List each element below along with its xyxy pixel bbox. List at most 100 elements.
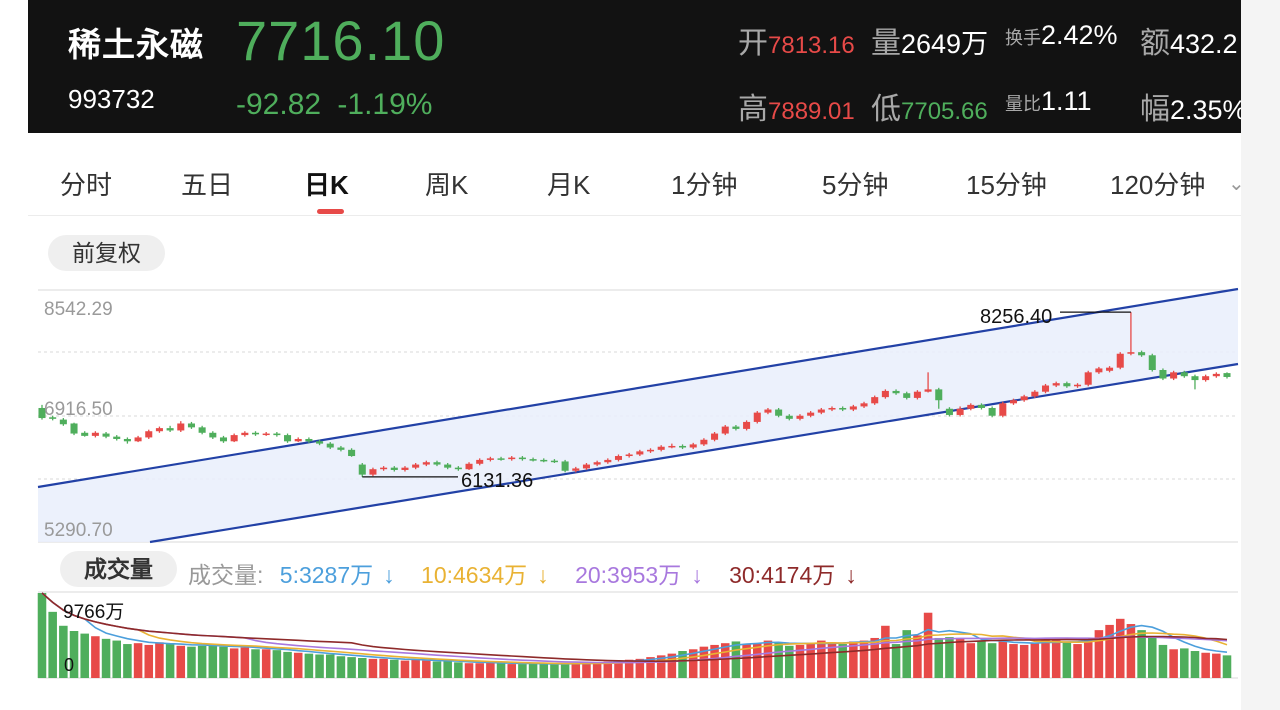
volume-ma-legend: 成交量: 5:3287万 ↓ 10:4634万 ↓ 20:3953万 ↓ 30:417…	[188, 556, 877, 590]
tab-five-day[interactable]: 五日	[181, 170, 234, 200]
volume-ma10-line	[41, 592, 1228, 665]
volume-bar	[293, 652, 303, 678]
volume-bar	[464, 663, 474, 678]
volume-bar	[635, 658, 645, 678]
candle-body	[924, 389, 932, 392]
vol-ratio-stat: 量比1.11	[1005, 84, 1092, 118]
candle-body	[1159, 370, 1167, 379]
volume-bar	[304, 653, 314, 678]
trend-channel-upper-line	[37, 287, 1239, 489]
candle-body	[70, 423, 78, 434]
volume-bar	[870, 637, 879, 678]
tab-15min[interactable]: 15分钟	[966, 170, 1047, 200]
last-price: 7716.10	[236, 9, 446, 72]
tab-monthly-k[interactable]: 月K	[547, 170, 591, 200]
candle-body	[689, 444, 697, 448]
volume-bar	[59, 625, 68, 678]
candle-body	[1138, 352, 1146, 356]
volume-indicator-button[interactable]: 成交量	[60, 551, 177, 587]
volume-value: 2649万	[901, 29, 989, 59]
volume-bar	[753, 643, 762, 678]
volume-bar	[315, 654, 324, 678]
arrow-down-icon: ↓	[383, 562, 395, 588]
adjust-mode-button[interactable]: 前复权	[48, 235, 165, 271]
candle-body	[1052, 383, 1060, 386]
tab-daily-k[interactable]: 日K	[304, 170, 349, 200]
volume-bar	[37, 593, 47, 678]
volume-bar	[1105, 624, 1114, 678]
candle-body	[753, 412, 761, 422]
tab-5min[interactable]: 5分钟	[822, 170, 889, 200]
candle-body	[828, 407, 836, 410]
volume-ma20-line	[41, 592, 1228, 664]
volume-bar	[325, 654, 335, 678]
candle-body	[1191, 376, 1199, 381]
chevron-down-icon[interactable]: ⌄	[1228, 173, 1245, 195]
volume-bar	[795, 644, 805, 678]
candle-body	[198, 427, 206, 433]
volume-bar	[742, 644, 751, 678]
amplitude-stat: 幅2.35%	[1140, 84, 1241, 128]
volume-bar	[806, 643, 815, 678]
candle-body	[1212, 373, 1220, 377]
volume-bar	[763, 640, 773, 678]
candle-body	[166, 428, 174, 431]
volume-zero-label: 0	[64, 655, 74, 675]
candle-body	[614, 456, 623, 460]
candle-body	[988, 407, 996, 416]
volume-ma30-line	[41, 592, 1228, 663]
candle-body	[358, 464, 366, 475]
active-tab-indicator	[317, 209, 344, 214]
volume-bar	[849, 641, 858, 678]
candle-body	[945, 408, 953, 415]
tab-weekly-k[interactable]: 周K	[425, 170, 469, 200]
volume-bar	[1094, 630, 1104, 678]
period-tabs: 分时 五日 日K 周K 月K 1分钟 5分钟 15分钟 120分钟 ⌄	[28, 147, 1245, 216]
volume-ma10: 10:4634万 ↓	[421, 562, 559, 588]
volume-bar	[731, 641, 741, 678]
volume-bar	[774, 642, 783, 678]
low-value: 7705.66	[901, 98, 988, 125]
volume-bar	[1201, 652, 1210, 678]
candle-body	[102, 433, 110, 437]
volume-ma30: 30:4174万 ↓	[729, 562, 867, 588]
volume-bar	[838, 644, 847, 678]
volume-bar	[891, 644, 901, 678]
volume-bar	[358, 657, 367, 678]
volume-bar	[1115, 618, 1125, 678]
candle-body	[241, 432, 249, 436]
volume-bar	[966, 643, 976, 678]
volume-bar	[624, 659, 634, 678]
candle-body	[764, 409, 772, 413]
candle-body	[860, 403, 868, 407]
candle-body	[145, 431, 153, 438]
open-label: 开	[738, 27, 768, 60]
tab-1min[interactable]: 1分钟	[671, 170, 738, 200]
tab-120min[interactable]: 120分钟	[1110, 170, 1206, 200]
volume-bar	[881, 625, 890, 678]
candle-body	[337, 447, 345, 450]
candle-body	[209, 432, 217, 438]
candle-body	[646, 449, 655, 452]
low-annotation-label: 6131.36	[461, 470, 533, 492]
candle-body	[743, 421, 751, 429]
amplitude-label: 幅	[1140, 93, 1170, 126]
candle-body	[540, 459, 548, 462]
candle-body	[775, 409, 783, 416]
volume-bar	[165, 644, 175, 678]
volume-bar	[486, 662, 495, 678]
candle-body	[38, 407, 46, 419]
arrow-down-icon: ↓	[691, 562, 703, 588]
volume-bar	[272, 650, 282, 678]
volume-bar	[133, 643, 143, 678]
volume-bar	[101, 638, 111, 678]
volume-bar	[1030, 643, 1040, 678]
volume-bar	[785, 645, 794, 678]
volume-bar	[560, 664, 570, 678]
amplitude-value: 2.35%	[1170, 95, 1241, 125]
candle-body	[1180, 372, 1188, 377]
candle-body	[561, 461, 569, 471]
tab-intraday[interactable]: 分时	[60, 170, 113, 200]
candle-body	[1106, 367, 1114, 371]
candle-body	[1041, 385, 1050, 392]
